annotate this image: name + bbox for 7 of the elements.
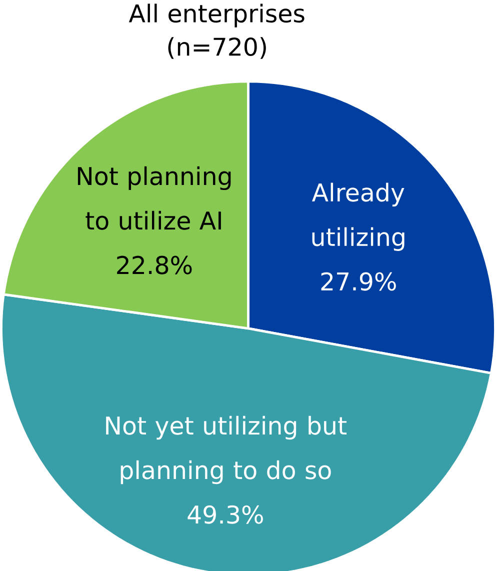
slice-label: Not yet utilizing but planning to do so <box>106 416 347 484</box>
data-label: 27.9% <box>322 272 396 291</box>
data-label: 22.8% <box>117 256 192 274</box>
data-label: 49.3% <box>188 505 264 524</box>
chart-title: All enterprises (n=720) <box>129 4 305 59</box>
slice-label: Not planning to utilize AI <box>78 166 231 230</box>
slice-label: Already utilizing <box>312 182 405 251</box>
